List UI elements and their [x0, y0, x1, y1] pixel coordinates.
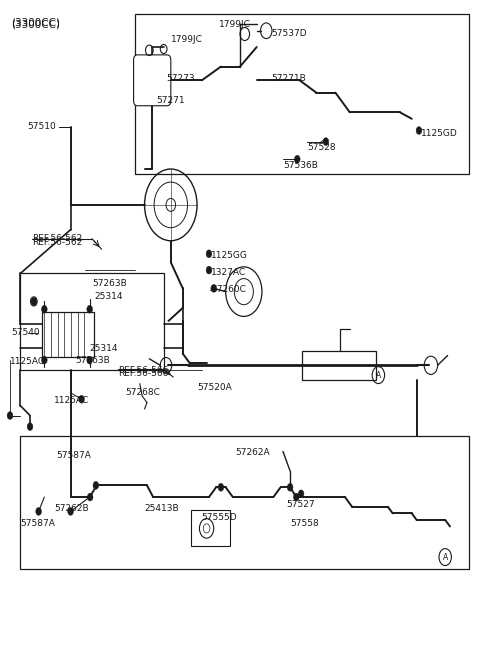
Circle shape — [87, 305, 93, 313]
Text: 25314: 25314 — [90, 344, 118, 353]
Text: REF.56-562: REF.56-562 — [33, 238, 83, 247]
Circle shape — [87, 493, 93, 501]
Bar — [135, 14, 469, 174]
Circle shape — [68, 508, 73, 515]
Text: (3300CC): (3300CC) — [11, 20, 60, 29]
Text: 25314: 25314 — [95, 291, 123, 301]
Text: 57527: 57527 — [287, 500, 315, 510]
Bar — [21, 273, 164, 370]
Circle shape — [31, 297, 36, 305]
Text: 1125AC: 1125AC — [54, 396, 89, 405]
Text: 57587A: 57587A — [21, 519, 55, 528]
Text: 57540: 57540 — [11, 328, 39, 337]
Text: 57263B: 57263B — [75, 356, 110, 365]
Bar — [42, 312, 95, 357]
Text: 57520A: 57520A — [197, 383, 232, 392]
Text: A: A — [443, 553, 448, 561]
Text: 57537D: 57537D — [271, 29, 307, 39]
Text: 1799JC: 1799JC — [218, 20, 251, 29]
Text: 57587A: 57587A — [56, 451, 91, 460]
Text: REF.56-562: REF.56-562 — [33, 234, 83, 243]
Text: 57528: 57528 — [307, 143, 336, 152]
Text: 1125GG: 1125GG — [211, 252, 248, 260]
Circle shape — [293, 493, 299, 501]
Text: 25413B: 25413B — [144, 504, 179, 514]
Circle shape — [41, 356, 47, 364]
Circle shape — [7, 411, 13, 419]
Circle shape — [27, 422, 33, 430]
Circle shape — [416, 126, 422, 134]
Text: 57268C: 57268C — [125, 388, 160, 397]
Bar — [302, 351, 376, 380]
Circle shape — [298, 490, 304, 498]
Text: 1799JC: 1799JC — [171, 35, 203, 44]
Text: A: A — [376, 371, 381, 380]
Text: 57271: 57271 — [156, 96, 185, 105]
Circle shape — [287, 483, 293, 491]
Text: 57262A: 57262A — [235, 448, 270, 457]
Text: 1125GD: 1125GD — [421, 128, 458, 138]
Text: 57260C: 57260C — [211, 285, 246, 294]
Circle shape — [206, 266, 212, 274]
Circle shape — [36, 508, 41, 515]
Text: (3300CC): (3300CC) — [11, 18, 60, 28]
Text: REF.56-566: REF.56-566 — [118, 366, 168, 375]
Text: 1327AC: 1327AC — [211, 267, 247, 276]
Text: 57510: 57510 — [27, 122, 56, 131]
Circle shape — [294, 155, 300, 163]
Text: 57263B: 57263B — [92, 279, 127, 288]
Bar — [192, 510, 230, 546]
Text: 57262B: 57262B — [54, 504, 88, 514]
Circle shape — [87, 356, 93, 364]
Circle shape — [211, 284, 216, 292]
Text: 1125AC: 1125AC — [10, 357, 45, 366]
Circle shape — [41, 305, 47, 313]
Text: 57271B: 57271B — [271, 74, 306, 83]
Text: 57273: 57273 — [166, 74, 195, 83]
Text: 57555D: 57555D — [201, 514, 237, 523]
Circle shape — [93, 481, 99, 489]
FancyBboxPatch shape — [133, 55, 171, 105]
Circle shape — [206, 250, 212, 257]
Bar — [21, 436, 469, 569]
Text: 57536B: 57536B — [283, 161, 318, 170]
Text: 57558: 57558 — [290, 519, 319, 528]
Circle shape — [323, 138, 329, 145]
Circle shape — [218, 483, 224, 491]
Text: REF.56-566: REF.56-566 — [118, 369, 168, 378]
Circle shape — [79, 396, 84, 403]
